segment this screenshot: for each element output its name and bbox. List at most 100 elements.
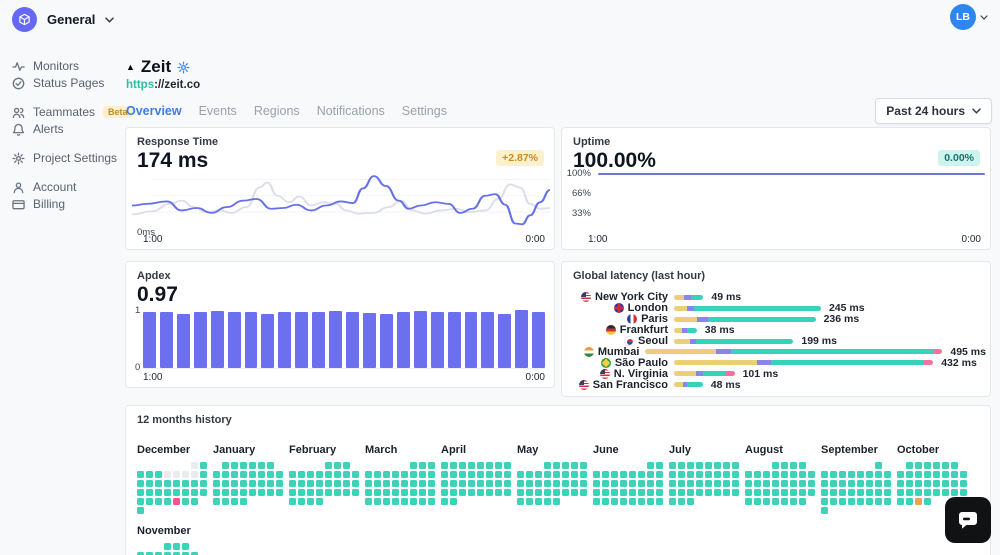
history-day-cell[interactable] [365,480,372,487]
history-day-cell[interactable] [249,471,256,478]
tab-events[interactable]: Events [198,104,237,118]
monitor-settings-gear-icon[interactable] [177,60,190,74]
history-day-cell[interactable] [821,489,828,496]
history-day-cell[interactable] [960,471,967,478]
history-day-cell[interactable] [772,471,779,478]
history-day-cell[interactable] [249,489,256,496]
history-day-cell[interactable] [495,471,502,478]
history-day-cell[interactable] [240,480,247,487]
history-day-cell[interactable] [611,480,618,487]
history-day-cell[interactable] [745,471,752,478]
history-day-cell[interactable] [714,489,721,496]
history-day-cell[interactable] [772,480,779,487]
history-day-cell[interactable] [897,498,904,505]
history-day-cell[interactable] [307,480,314,487]
history-day-cell[interactable] [732,489,739,496]
history-day-cell[interactable] [410,462,417,469]
history-day-cell[interactable] [419,480,426,487]
history-day-cell[interactable] [517,489,524,496]
history-day-cell[interactable] [647,462,654,469]
history-day-cell[interactable] [441,462,448,469]
history-day-cell[interactable] [374,471,381,478]
history-day-cell[interactable] [343,462,350,469]
history-day-cell[interactable] [240,489,247,496]
history-day-cell[interactable] [620,498,627,505]
history-day-cell[interactable] [772,498,779,505]
history-day-cell[interactable] [307,471,314,478]
history-day-cell[interactable] [419,471,426,478]
history-day-cell[interactable] [164,471,171,478]
time-range-dropdown[interactable]: Past 24 hours [875,98,992,124]
history-day-cell[interactable] [383,489,390,496]
history-day-cell[interactable] [562,480,569,487]
history-day-cell[interactable] [629,471,636,478]
history-day-cell[interactable] [231,489,238,496]
history-day-cell[interactable] [687,498,694,505]
history-day-cell[interactable] [821,507,828,514]
history-day-cell[interactable] [745,498,752,505]
history-day-cell[interactable] [790,462,797,469]
history-day-cell[interactable] [687,489,694,496]
history-day-cell[interactable] [678,498,685,505]
history-day-cell[interactable] [544,480,551,487]
history-day-cell[interactable] [848,471,855,478]
history-day-cell[interactable] [571,462,578,469]
sidebar-item-account[interactable]: Account [12,179,124,195]
history-day-cell[interactable] [504,462,511,469]
sidebar-item-status-pages[interactable]: Status Pages [12,75,124,91]
history-day-cell[interactable] [915,480,922,487]
history-day-cell[interactable] [164,498,171,505]
history-day-cell[interactable] [450,471,457,478]
history-day-cell[interactable] [656,498,663,505]
history-day-cell[interactable] [334,471,341,478]
history-day-cell[interactable] [428,480,435,487]
history-day-cell[interactable] [146,552,153,555]
history-day-cell[interactable] [933,480,940,487]
sidebar-item-billing[interactable]: Billing [12,196,124,212]
history-day-cell[interactable] [155,498,162,505]
history-day-cell[interactable] [173,498,180,505]
history-day-cell[interactable] [200,471,207,478]
history-day-cell[interactable] [781,471,788,478]
history-day-cell[interactable] [638,489,645,496]
history-day-cell[interactable] [307,498,314,505]
history-day-cell[interactable] [222,462,229,469]
history-day-cell[interactable] [213,498,220,505]
history-day-cell[interactable] [477,462,484,469]
history-day-cell[interactable] [410,471,417,478]
history-day-cell[interactable] [428,489,435,496]
history-day-cell[interactable] [781,498,788,505]
history-day-cell[interactable] [553,498,560,505]
sidebar-item-alerts[interactable]: Alerts [12,121,124,137]
history-day-cell[interactable] [553,462,560,469]
history-day-cell[interactable] [191,471,198,478]
history-day-cell[interactable] [200,489,207,496]
history-day-cell[interactable] [213,489,220,496]
history-day-cell[interactable] [182,489,189,496]
history-day-cell[interactable] [441,489,448,496]
history-day-cell[interactable] [441,498,448,505]
history-day-cell[interactable] [960,480,967,487]
history-day-cell[interactable] [745,489,752,496]
history-day-cell[interactable] [696,480,703,487]
history-day-cell[interactable] [146,489,153,496]
history-day-cell[interactable] [656,471,663,478]
history-day-cell[interactable] [164,489,171,496]
history-day-cell[interactable] [459,489,466,496]
history-day-cell[interactable] [240,498,247,505]
history-day-cell[interactable] [808,480,815,487]
history-day-cell[interactable] [392,471,399,478]
history-day-cell[interactable] [459,462,466,469]
history-day-cell[interactable] [839,480,846,487]
history-day-cell[interactable] [678,489,685,496]
history-day-cell[interactable] [848,498,855,505]
history-day-cell[interactable] [821,471,828,478]
history-day-cell[interactable] [222,489,229,496]
history-day-cell[interactable] [924,462,931,469]
history-day-cell[interactable] [602,471,609,478]
history-day-cell[interactable] [839,498,846,505]
history-day-cell[interactable] [535,471,542,478]
history-day-cell[interactable] [334,462,341,469]
history-day-cell[interactable] [942,471,949,478]
history-day-cell[interactable] [392,489,399,496]
